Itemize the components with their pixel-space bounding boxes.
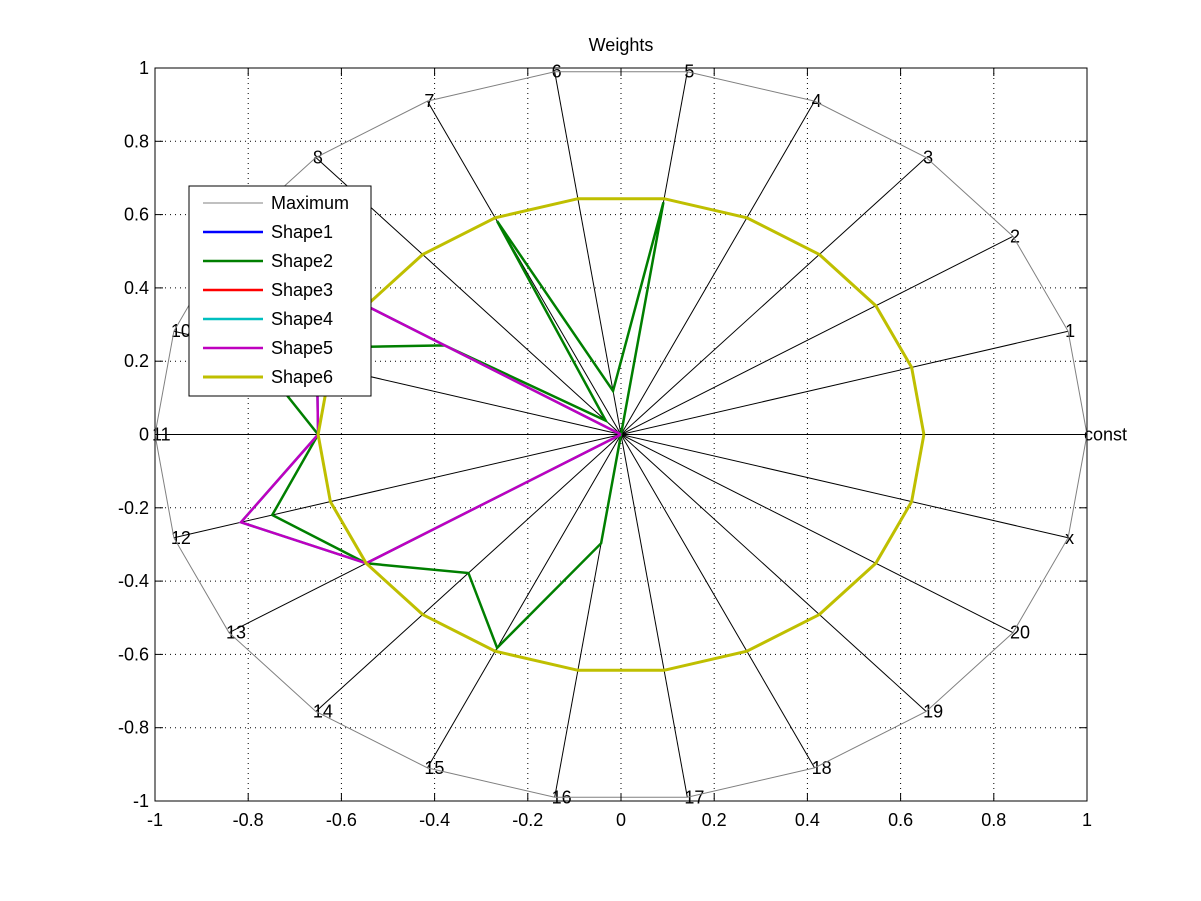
spoke-label: 18 — [812, 758, 832, 778]
y-tick-label: 0.2 — [124, 351, 149, 371]
spoke-label: 12 — [171, 528, 191, 548]
spoke-label: 4 — [812, 91, 822, 111]
spoke-label: 8 — [313, 148, 323, 168]
spoke-line — [426, 100, 622, 435]
spoke-label: 10 — [171, 321, 191, 341]
spoke-line — [620, 100, 816, 435]
spoke-label: x — [1065, 528, 1074, 548]
axes: -1 -0.8 -0.6 -0.4 -0.2 0 0.2 0.4 0.6 0.8 1 -1 -0.8 -0… — [118, 58, 1092, 830]
x-tick-label: -0.4 — [419, 810, 450, 830]
y-tick-label: 0 — [139, 425, 149, 445]
legend-label: Shape2 — [271, 251, 333, 271]
spoke-label: 2 — [1010, 226, 1020, 246]
spoke-line — [620, 434, 1014, 634]
spoke-label: 13 — [226, 623, 246, 643]
x-tick-label: 1 — [1082, 810, 1092, 830]
spoke-line — [173, 434, 622, 539]
legend-label: Maximum — [271, 193, 349, 213]
y-tick-label: -0.2 — [118, 498, 149, 518]
spoke-line — [426, 434, 622, 769]
spoke-label: 17 — [684, 787, 704, 807]
x-tick-label: 0.4 — [795, 810, 820, 830]
legend-label: Shape4 — [271, 309, 333, 329]
spoke-label: 1 — [1065, 321, 1075, 341]
x-tick-label: -0.6 — [326, 810, 357, 830]
spoke-line — [620, 434, 1069, 539]
spoke-label: 3 — [923, 148, 933, 168]
chart-title: Weights — [589, 35, 654, 55]
x-tick-label: -0.2 — [512, 810, 543, 830]
spoke-label: 15 — [424, 758, 444, 778]
x-tick-label: 0 — [616, 810, 626, 830]
spoke-line — [620, 330, 1069, 435]
spoke-label: 19 — [923, 701, 943, 721]
x-tick-label: 0.8 — [981, 810, 1006, 830]
x-tick-label: -0.8 — [233, 810, 264, 830]
x-tick-label: -1 — [147, 810, 163, 830]
legend-label: Shape1 — [271, 222, 333, 242]
legend-label: Shape6 — [271, 367, 333, 387]
x-tick-label: 0.6 — [888, 810, 913, 830]
y-tick-label: -0.4 — [118, 571, 149, 591]
spoke-line — [620, 235, 1014, 435]
y-tick-label: -0.6 — [118, 644, 149, 664]
x-tick-label: 0.2 — [702, 810, 727, 830]
y-tick-label: -1 — [133, 791, 149, 811]
spoke-line — [620, 434, 927, 712]
spoke-line — [620, 434, 688, 798]
y-tick-label: 0.6 — [124, 205, 149, 225]
y-tick-label: 0.4 — [124, 278, 149, 298]
spoke-label: const — [1084, 425, 1127, 445]
legend: Maximum Shape1 Shape2 Shape3 Shape4 Shape5 Sha… — [188, 185, 372, 397]
series-shape6 — [316, 197, 926, 672]
y-tick-label: 1 — [139, 58, 149, 78]
y-tick-label: 0.8 — [124, 131, 149, 151]
spoke-line — [620, 434, 816, 769]
spoke-label: 20 — [1010, 623, 1030, 643]
spoke-line — [620, 157, 927, 435]
spoke-line — [554, 71, 622, 435]
spoke-label: 14 — [313, 701, 333, 721]
y-tick-label: -0.8 — [118, 718, 149, 738]
legend-label: Shape5 — [271, 338, 333, 358]
legend-label: Shape3 — [271, 280, 333, 300]
